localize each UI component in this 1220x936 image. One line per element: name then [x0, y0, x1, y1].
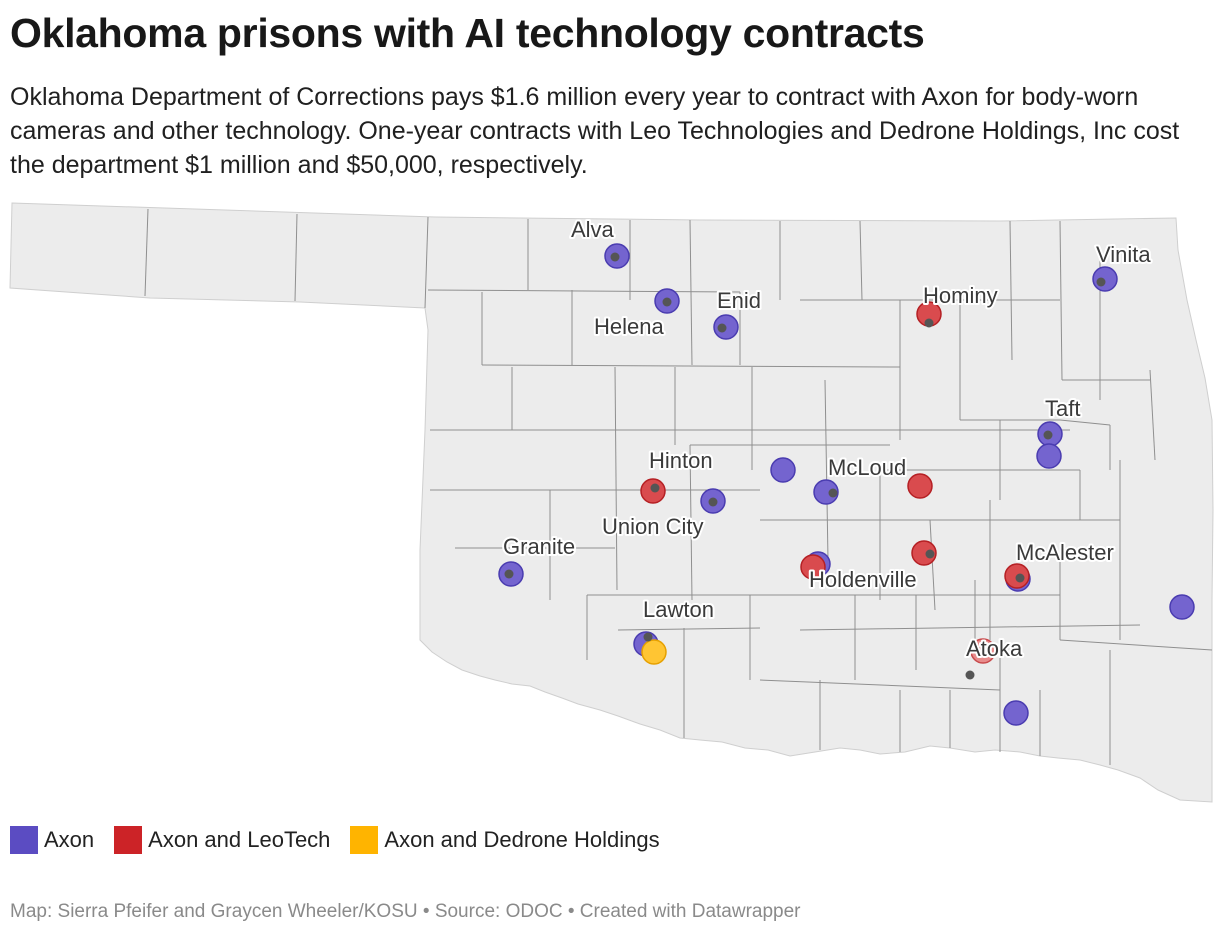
axon-marker[interactable]: [1003, 700, 1029, 726]
description: Oklahoma Department of Corrections pays …: [10, 83, 1180, 179]
page-title: Oklahoma prisons with AI technology cont…: [10, 10, 925, 56]
city-label: Granite: [503, 534, 575, 559]
city-label: Alva: [571, 217, 615, 242]
axon-marker[interactable]: [654, 288, 680, 314]
pins: [498, 243, 1195, 726]
axon-marker[interactable]: [813, 479, 839, 505]
axon-dedrone-marker[interactable]: [641, 632, 667, 665]
axon-leotech-marker[interactable]: [640, 478, 666, 504]
city-label: Holdenville: [809, 567, 917, 592]
city-label: Helena: [594, 314, 664, 339]
axon-marker[interactable]: [1037, 421, 1063, 447]
axon-marker[interactable]: [1169, 594, 1195, 620]
axon-marker[interactable]: [604, 243, 630, 269]
source-footer: Map: Sierra Pfeifer and Graycen Wheeler/…: [10, 901, 801, 922]
legend-item-axon-leotech[interactable]: Axon and LeoTech: [114, 826, 330, 854]
legend-label: Axon: [44, 827, 95, 852]
axon-leotech-marker[interactable]: [911, 540, 937, 566]
city-label: Hinton: [649, 448, 713, 473]
legend-swatch: [114, 826, 143, 854]
city-label: Vinita: [1096, 242, 1151, 267]
axon-leotech-marker[interactable]: [965, 638, 996, 680]
legend: Axon Axon and LeoTech Axon and Dedrone H…: [10, 826, 680, 854]
axon-leotech-marker[interactable]: [907, 473, 933, 499]
city-label: Atoka: [966, 636, 1023, 661]
axon-leotech-marker[interactable]: [916, 301, 942, 328]
city-label: McAlester: [1016, 540, 1114, 565]
city-label: Taft: [1045, 396, 1080, 421]
axon-leotech-marker[interactable]: [800, 554, 826, 580]
axon-marker[interactable]: [770, 457, 796, 483]
legend-item-axon-dedrone[interactable]: Axon and Dedrone Holdings: [350, 826, 660, 854]
legend-swatch: [350, 826, 379, 854]
axon-marker[interactable]: [1036, 443, 1062, 469]
city-label: Hominy: [923, 283, 998, 308]
axon-marker[interactable]: [713, 314, 739, 340]
legend-label: Axon and LeoTech: [148, 827, 331, 852]
legend-item-axon[interactable]: Axon: [10, 826, 94, 854]
city-label: Lawton: [643, 597, 714, 622]
axon-marker[interactable]: [498, 561, 524, 587]
city-label: McLoud: [828, 455, 906, 480]
axon-marker[interactable]: [700, 488, 726, 514]
axon-marker[interactable]: [1092, 266, 1118, 292]
city-labels: Alva Vinita Enid Helena Hominy Taft Hint…: [501, 215, 1153, 663]
legend-label: Axon and Dedrone Holdings: [384, 827, 660, 852]
city-label: Union City: [602, 514, 703, 539]
oklahoma-map: Alva Vinita Enid Helena Hominy Taft Hint…: [9, 202, 1214, 803]
legend-swatch: [10, 826, 38, 854]
city-label: Enid: [717, 288, 761, 313]
land: [9, 202, 1214, 803]
axon-leotech-marker[interactable]: [1004, 563, 1030, 589]
